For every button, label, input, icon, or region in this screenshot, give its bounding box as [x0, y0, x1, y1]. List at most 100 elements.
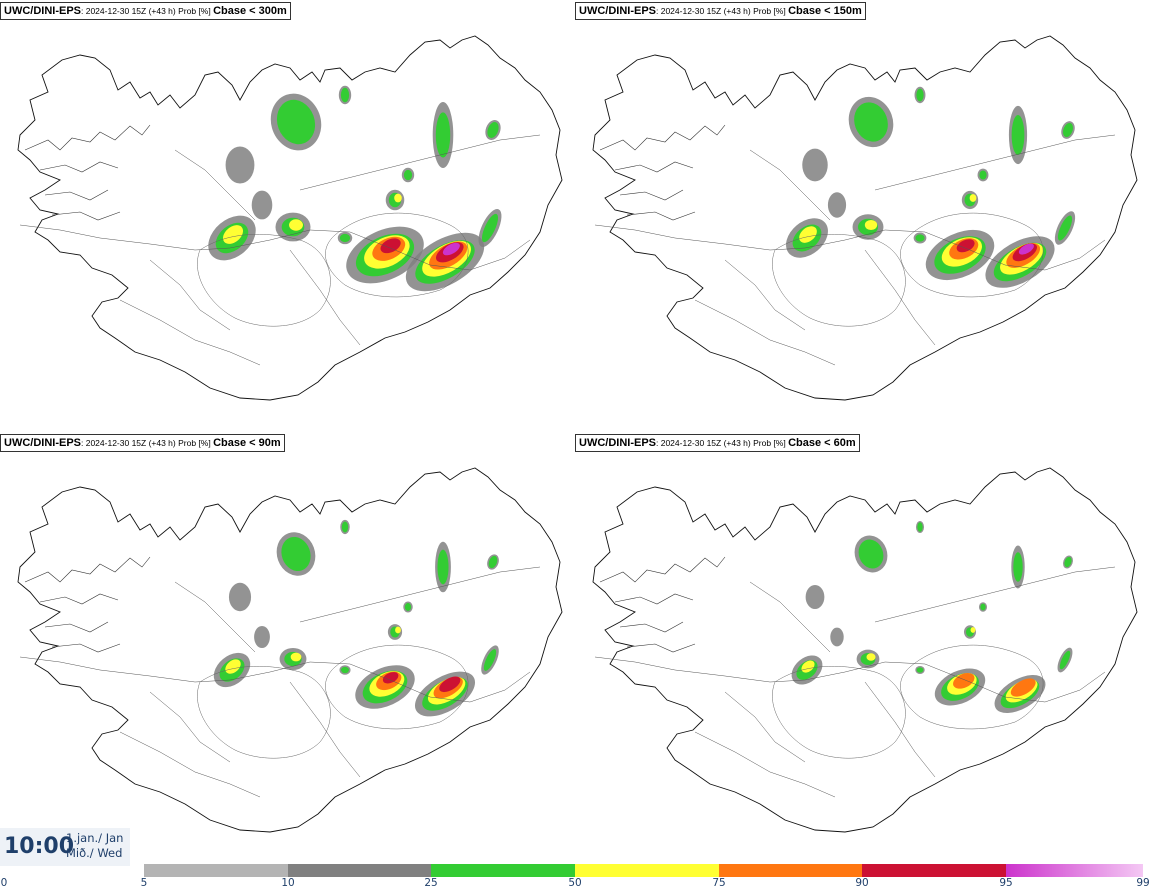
threshold-label: Cbase < 60m — [788, 437, 856, 449]
panel-title: UWC/DINI-EPS: 2024-12-30 15Z (+43 h) Pro… — [0, 2, 291, 20]
prob-green — [1057, 215, 1073, 241]
panel-title: UWC/DINI-EPS: 2024-12-30 15Z (+43 h) Pro… — [575, 434, 860, 452]
probability-area — [977, 168, 989, 182]
map-panel-tl: UWC/DINI-EPS: 2024-12-30 15Z (+43 h) Pro… — [0, 0, 575, 430]
run-info: : 2024-12-30 15Z (+43 h) Prob [%] — [656, 6, 789, 16]
colorbar-tick-label: 50 — [568, 877, 582, 889]
probability-area — [913, 232, 927, 244]
probability-area — [346, 226, 424, 284]
probability-area — [432, 102, 454, 168]
probability-area — [276, 532, 316, 576]
probability-area — [251, 190, 273, 220]
probability-area — [802, 148, 828, 182]
probability-area — [340, 519, 350, 535]
map-layer — [17, 35, 563, 401]
fjord-lines — [599, 124, 726, 221]
probability-area — [830, 627, 844, 647]
probability-area — [856, 649, 880, 669]
probability-area — [435, 541, 451, 593]
map-panel-br: UWC/DINI-EPS: 2024-12-30 15Z (+43 h) Pro… — [575, 432, 1150, 862]
prob-yellow — [866, 653, 876, 661]
colorbar-segment — [144, 864, 288, 877]
prob-green — [339, 233, 351, 243]
prob-green — [276, 99, 316, 145]
prob-green — [858, 539, 884, 569]
prob-10-25 — [251, 190, 273, 220]
colorbar-tick-label: 0 — [0, 877, 8, 889]
colorbar-tick-label: 75 — [712, 877, 726, 889]
prob-yellow — [969, 194, 977, 202]
probability-area — [978, 602, 988, 612]
probability-area — [848, 96, 894, 148]
prob-green — [916, 88, 924, 102]
iceland-map — [592, 35, 1138, 401]
valid-time-box: 10:00 1.jan./ Jan Mið./ Wed — [0, 828, 130, 866]
fjord-lines — [24, 556, 151, 653]
prob-green — [435, 112, 451, 158]
prob-magenta — [1018, 243, 1034, 255]
prob-orange — [1010, 678, 1036, 697]
probability-area — [254, 625, 270, 649]
prob-green — [916, 667, 924, 673]
prob-red — [382, 672, 399, 684]
colorbar-segment — [431, 864, 575, 877]
probability-area — [827, 192, 847, 218]
probability-area — [487, 554, 499, 570]
colorbar-segment — [1006, 864, 1143, 877]
region-borders — [19, 134, 541, 366]
prob-10-25 — [805, 584, 825, 610]
prob-yellow — [864, 219, 878, 231]
probability-area — [1061, 121, 1075, 139]
probability-area — [275, 212, 311, 242]
iceland-map — [17, 467, 563, 833]
prob-10-25 — [802, 148, 828, 182]
probability-area — [485, 120, 501, 140]
prob-10-25 — [225, 146, 255, 184]
run-info: : 2024-12-30 15Z (+43 h) Prob [%] — [81, 438, 214, 448]
probability-area — [925, 229, 995, 281]
prob-yellow — [289, 219, 303, 231]
map-panel-bl: UWC/DINI-EPS: 2024-12-30 15Z (+43 h) Pro… — [0, 432, 575, 862]
prob-green — [915, 234, 925, 242]
probability-area — [338, 85, 352, 105]
probability-area — [963, 625, 977, 639]
map-panel-tr: UWC/DINI-EPS: 2024-12-30 15Z (+43 h) Pro… — [575, 0, 1150, 430]
probability-area — [1057, 647, 1073, 673]
prob-green — [404, 603, 412, 611]
colorbar-tick-label: 99 — [1136, 877, 1150, 889]
probability-area — [355, 665, 415, 709]
prob-green — [1064, 556, 1072, 568]
date-line-1: 1.jan./ Jan — [66, 831, 124, 845]
model-name: UWC/DINI-EPS — [579, 437, 656, 449]
probability-area — [270, 93, 322, 151]
prob-orange — [953, 673, 975, 689]
probability-area — [414, 671, 476, 717]
colorbar-segment — [0, 864, 144, 877]
prob-yellow — [799, 226, 817, 243]
region-borders — [19, 566, 541, 798]
prob-red — [956, 239, 975, 253]
prob-green — [341, 666, 349, 674]
coastline — [17, 467, 563, 833]
valid-time-clock: 10:00 — [4, 834, 75, 859]
colorbar-segment — [288, 864, 431, 877]
probability-area — [279, 647, 307, 671]
probability-area — [961, 190, 979, 210]
prob-red — [439, 676, 461, 693]
probability-area — [1011, 545, 1025, 589]
prob-green — [341, 521, 349, 533]
prob-yellow — [395, 626, 401, 634]
probability-area — [208, 215, 256, 261]
prob-green — [917, 522, 923, 532]
probability-area — [228, 582, 252, 612]
colorbar-segment — [575, 864, 719, 877]
probability-area — [481, 645, 499, 675]
prob-green — [1063, 122, 1073, 138]
probability-area — [213, 652, 251, 688]
probability-area — [805, 584, 825, 610]
prob-green — [1059, 650, 1071, 670]
region-borders — [594, 134, 1116, 366]
prob-yellow — [970, 627, 976, 633]
colorbar-segment — [719, 864, 862, 877]
prob-green — [281, 536, 311, 572]
